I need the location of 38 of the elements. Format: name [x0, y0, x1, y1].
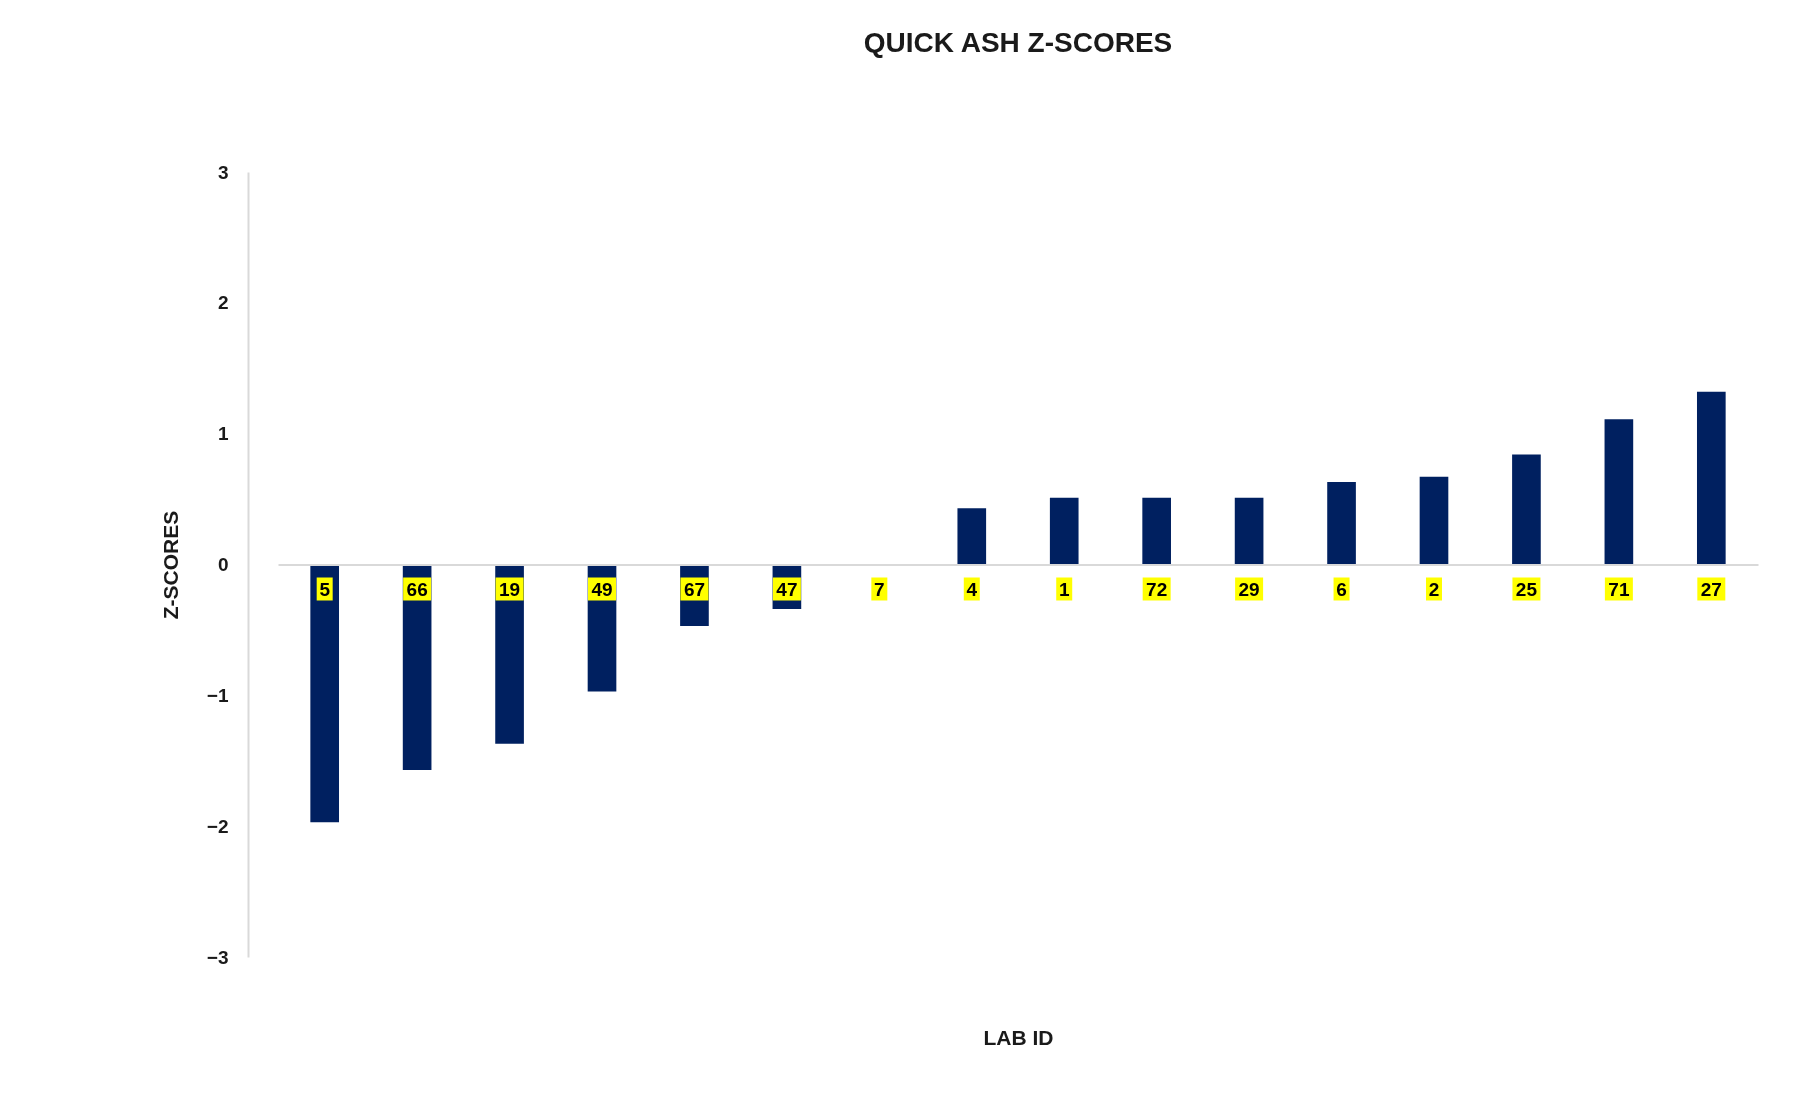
x-tick-label: 67 [683, 579, 706, 600]
x-tick-label: 19 [499, 579, 521, 600]
y-tick-label: −1 [206, 684, 229, 706]
bar [495, 564, 524, 744]
bar [1327, 482, 1356, 565]
y-tick-label: 3 [217, 161, 229, 183]
x-tick-label: 29 [1238, 579, 1260, 600]
x-tick-label: 49 [591, 579, 613, 600]
y-tick-label: −3 [206, 946, 229, 968]
bar [310, 564, 340, 823]
x-tick-label: 2 [1428, 579, 1440, 600]
bar [1234, 497, 1264, 565]
x-tick-label: 25 [1515, 579, 1538, 600]
y-tick-label: −2 [206, 815, 229, 837]
y-tick-label: 2 [217, 292, 229, 314]
chart-title: QUICK ASH Z-SCORES [863, 27, 1173, 58]
x-axis-title: LAB ID [983, 1025, 1054, 1049]
x-tick-label: 71 [1608, 579, 1630, 600]
x-tick-label: 7 [874, 579, 885, 600]
bar [1049, 497, 1079, 565]
bar [957, 508, 987, 565]
x-tick-label: 47 [776, 579, 798, 600]
x-tick-label: 6 [1336, 579, 1347, 600]
x-tick-label: 72 [1146, 579, 1168, 600]
x-tick-label: 1 [1058, 579, 1070, 600]
x-tick-label: 5 [319, 579, 331, 600]
bar [402, 564, 432, 770]
y-axis-title: Z-SCORES [158, 510, 182, 620]
x-tick-label: 27 [1700, 579, 1722, 600]
bar [1696, 391, 1726, 565]
bar [1512, 454, 1541, 565]
bar [1419, 476, 1449, 565]
bar [1604, 419, 1634, 565]
y-tick-label: 1 [217, 423, 229, 445]
bar [1142, 497, 1171, 565]
y-tick-label: 0 [217, 554, 229, 575]
x-tick-label: 4 [966, 579, 978, 600]
x-tick-label: 66 [406, 579, 428, 600]
